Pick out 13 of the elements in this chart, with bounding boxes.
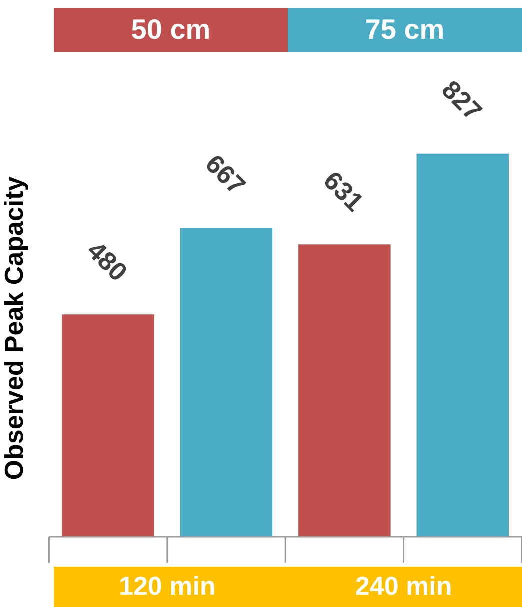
bar bbox=[298, 244, 391, 537]
data-label: 827 bbox=[436, 74, 488, 126]
text: 50 cm bbox=[54, 8, 288, 52]
x-tick-label: 120 min bbox=[118, 570, 216, 601]
bar bbox=[180, 228, 273, 537]
text: 75 cm bbox=[288, 8, 522, 52]
data-label: 480 bbox=[82, 235, 134, 288]
bar bbox=[62, 314, 154, 537]
x-tick-label: 240 min bbox=[355, 570, 452, 601]
y-axis-title: Observed Peak Capacity bbox=[0, 176, 29, 480]
bar bbox=[416, 154, 509, 537]
data-label: 667 bbox=[200, 148, 252, 201]
data-label: 631 bbox=[318, 165, 370, 218]
